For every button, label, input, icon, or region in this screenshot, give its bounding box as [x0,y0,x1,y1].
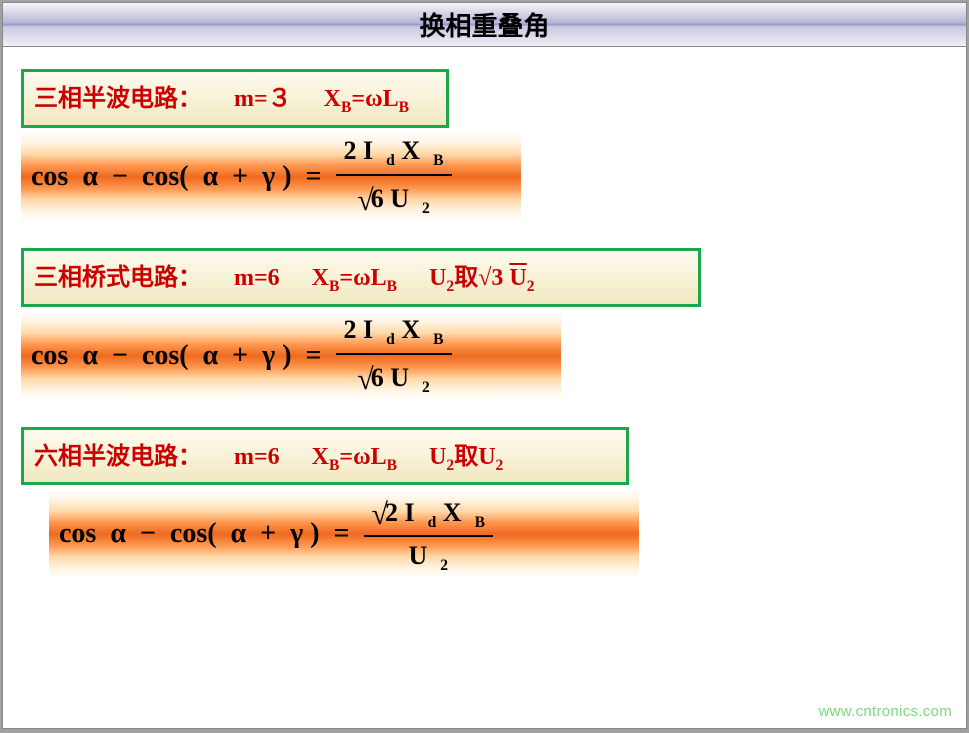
fraction-bar-3 [364,535,493,537]
formula-frac-1: 2 Id XB √6 U2 [336,135,452,218]
circuit-label-1: 三相半波电路： [34,86,202,112]
circuit-label-2: 三相桥式电路： [34,265,202,291]
circuit-param-2b: XB=ωLB [312,265,397,291]
formula-den-2: √6 U2 [349,358,438,398]
formula-band-3: cos α − cos( α + γ ) = √2 Id XB U2 [49,489,639,579]
formula-lhs-1: cos α − cos( α + γ ) = [31,161,322,193]
formula-frac-3: √2 Id XB U2 [364,493,493,576]
formula-frac-2: 2 Id XB √6 U2 [336,314,452,397]
slide: 换相重叠角 三相半波电路： m=３ XB=ωLB cos α − cos( α … [2,2,967,729]
watermark: www.cntronics.com [819,703,952,720]
circuit-label-3: 六相半波电路： [34,444,202,470]
formula-band-2: cos α − cos( α + γ ) = 2 Id XB √6 U2 [21,311,561,401]
circuit-param-3a: m=6 [234,444,280,470]
formula-lhs-2: cos α − cos( α + γ ) = [31,340,322,372]
fraction-bar-2 [336,353,452,355]
page-title: 换相重叠角 [419,6,549,43]
slide-content: 三相半波电路： m=３ XB=ωLB cos α − cos( α + γ ) … [3,47,966,579]
circuit-box-1: 三相半波电路： m=３ XB=ωLB [21,69,449,128]
formula-den-1: √6 U2 [349,179,438,219]
formula-num-1: 2 Id XB [336,135,452,171]
formula-den-3: U2 [400,540,456,576]
formula-lhs-3: cos α − cos( α + γ ) = [59,518,350,550]
formula-num-2: 2 Id XB [336,314,452,350]
circuit-param-3c: U2取U2 [429,444,503,470]
circuit-param-3b: XB=ωLB [312,444,397,470]
circuit-param-2c: U2取√3 U2 [429,265,534,291]
fraction-bar-1 [336,174,452,176]
circuit-box-3: 六相半波电路： m=6 XB=ωLB U2取U2 [21,427,629,486]
title-bar: 换相重叠角 [3,3,966,47]
circuit-param-1a: m=３ [234,86,292,112]
circuit-box-2: 三相桥式电路： m=6 XB=ωLB U2取√3 U2 [21,248,701,307]
formula-num-3: √2 Id XB [364,493,493,533]
circuit-param-2a: m=6 [234,265,280,291]
formula-band-1: cos α − cos( α + γ ) = 2 Id XB √6 U2 [21,132,521,222]
circuit-param-1b: XB=ωLB [324,86,409,112]
